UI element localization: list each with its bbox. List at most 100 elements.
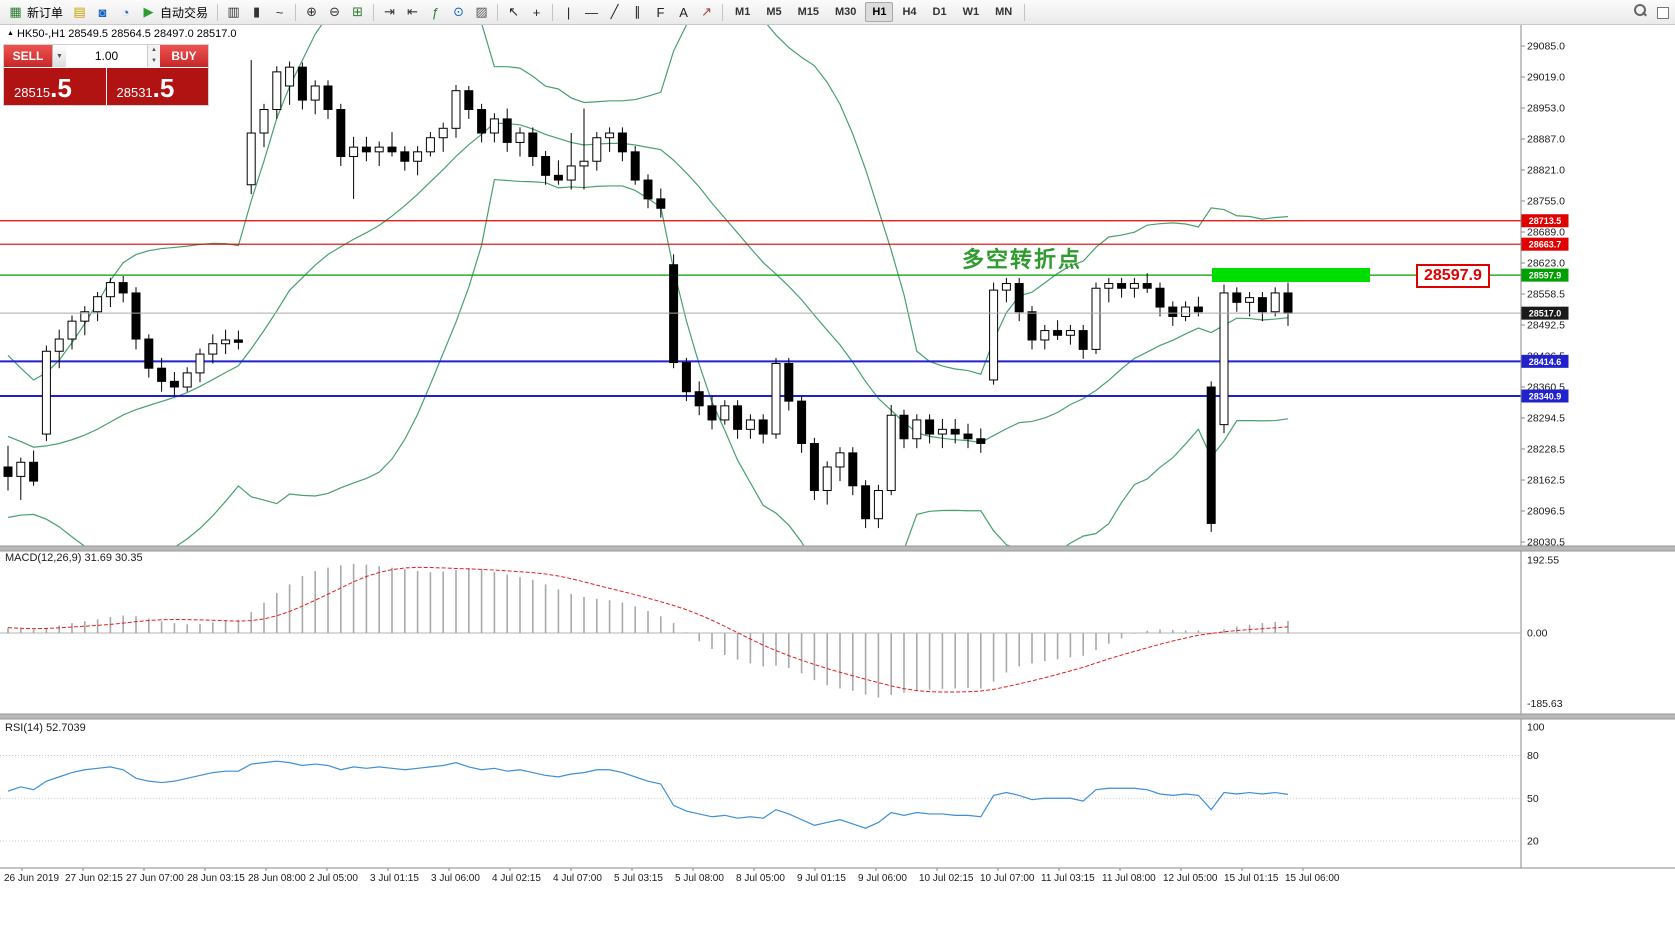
candle-7 — [93, 296, 103, 313]
buy-price-main: 28531 — [116, 85, 153, 100]
new-order-label: 新订单 — [27, 5, 64, 20]
candle-5 — [67, 320, 77, 340]
templates-icon[interactable]: ▨ — [475, 4, 488, 19]
candle-17 — [221, 339, 231, 345]
candle-8 — [105, 282, 115, 298]
chart-annotation[interactable]: 多空转折点 — [962, 247, 1083, 272]
equidistant-channel-icon[interactable]: ∥ — [634, 4, 641, 19]
buy-button[interactable]: BUY — [160, 45, 208, 67]
candle-26 — [336, 108, 346, 158]
time-axis-label: 27 Jun 02:15 — [65, 873, 123, 884]
fibonacci-icon[interactable]: F — [656, 4, 665, 20]
profile-icon[interactable]: ◙ — [98, 4, 107, 20]
time-axis-label: 3 Jul 06:00 — [431, 873, 480, 884]
highlight-rectangle[interactable] — [1212, 268, 1370, 282]
one-click-collapse-icon[interactable]: ▲ — [7, 30, 14, 37]
volume-dropdown-icon[interactable]: ▼ — [52, 45, 66, 67]
panel-splitter[interactable] — [0, 714, 1675, 719]
candle-64 — [822, 466, 832, 491]
sell-button[interactable]: SELL — [4, 45, 52, 67]
candle-79 — [1014, 283, 1024, 313]
candle-0 — [3, 466, 13, 477]
buy-price[interactable]: 28531.5 — [106, 68, 208, 105]
chart-window-icon[interactable]: ▤ — [73, 4, 86, 19]
timeframe-h4[interactable]: H4 — [902, 6, 917, 18]
rsi-line — [7, 760, 1289, 829]
candle-14 — [182, 372, 192, 388]
spinner-up-icon[interactable]: ▲ — [151, 47, 157, 53]
candle-68 — [873, 489, 883, 520]
candle-32 — [413, 151, 423, 162]
candle-34 — [438, 127, 448, 139]
macd-scale-label: 0.00 — [1527, 628, 1548, 640]
horizontal-line-icon[interactable]: — — [585, 4, 599, 20]
candle-46 — [592, 137, 602, 162]
timeframe-h1[interactable]: H1 — [865, 2, 894, 22]
timeframe-m30[interactable]: M30 — [835, 6, 857, 18]
candle-29 — [374, 146, 384, 153]
one-click-trading-panel: SELL ▼ ▲ ▼ BUY 28515.5 28531.5 — [4, 45, 208, 105]
timeframe-m5[interactable]: M5 — [766, 6, 782, 18]
timeframe-mn[interactable]: MN — [995, 6, 1013, 18]
sell-price-main: 28515 — [14, 85, 51, 100]
candle-60 — [771, 362, 781, 435]
timeframe-m1[interactable]: M1 — [735, 6, 751, 18]
candle-81 — [1040, 330, 1050, 341]
time-axis-label: 11 Jul 08:00 — [1102, 873, 1156, 884]
line-chart-icon[interactable]: ~ — [275, 4, 284, 20]
periods-icon[interactable]: ⊙ — [453, 4, 464, 19]
candle-38 — [489, 118, 499, 134]
price-tag-box — [1521, 354, 1569, 368]
toolbar-separator — [497, 3, 499, 21]
auto-scroll-icon[interactable]: ⇥ — [384, 4, 395, 19]
candle-21 — [272, 71, 282, 110]
candlestick-series — [3, 60, 1293, 532]
candle-20 — [259, 108, 269, 134]
time-axis-label: 26 Jun 2019 — [4, 873, 59, 884]
volume-spinner[interactable]: ▲ ▼ — [147, 45, 160, 67]
timeframe-m15[interactable]: M15 — [797, 6, 819, 18]
candle-50 — [643, 179, 653, 200]
time-axis-label: 5 Jul 08:00 — [675, 873, 724, 884]
zoom-in-icon[interactable]: ⊕ — [306, 4, 317, 19]
spinner-down-icon[interactable]: ▼ — [151, 58, 157, 64]
vertical-line-icon[interactable]: | — [566, 4, 571, 20]
candle-4 — [54, 338, 64, 352]
sell-price[interactable]: 28515.5 — [4, 68, 106, 105]
candle-15 — [195, 353, 205, 374]
zoom-out-icon[interactable]: ⊖ — [329, 4, 340, 19]
cursor-icon[interactable]: ↖ — [508, 4, 519, 19]
arrows-icon[interactable]: ↗ — [701, 4, 712, 19]
sell-price-pips: .5 — [50, 73, 72, 103]
history-center-icon[interactable]: ◔ — [121, 4, 130, 20]
price-axis-label: 28228.5 — [1527, 444, 1565, 456]
price-axis-label: 28162.5 — [1527, 475, 1565, 487]
price-callout[interactable]: 28597.9 — [1416, 264, 1490, 288]
panel-splitter[interactable] — [0, 546, 1675, 551]
candle-61 — [784, 362, 794, 402]
chart-shift-icon[interactable]: ⇤ — [407, 4, 418, 19]
candle-95 — [1219, 292, 1229, 426]
time-axis-label: 27 Jun 07:00 — [126, 873, 184, 884]
indicators-icon[interactable]: ƒ — [431, 4, 440, 20]
new-window-icon[interactable] — [1657, 6, 1669, 19]
tile-windows-icon[interactable]: ⊞ — [352, 4, 363, 19]
candlestick-chart-icon[interactable]: ▮ — [252, 4, 261, 19]
candle-92 — [1181, 306, 1191, 317]
new-order-icon[interactable]: ▦ — [9, 4, 22, 19]
crosshair-icon[interactable]: + — [532, 4, 541, 20]
toolbar-separator — [552, 3, 554, 21]
candle-83 — [1065, 330, 1075, 336]
autotrading-icon[interactable]: ▶ — [143, 4, 154, 19]
candle-97 — [1245, 297, 1255, 303]
text-icon[interactable]: A — [679, 4, 688, 20]
trendline-icon[interactable]: ╱ — [610, 4, 619, 19]
candle-100 — [1283, 292, 1293, 314]
candle-72 — [925, 419, 935, 435]
search-icon[interactable] — [1633, 3, 1647, 22]
volume-input[interactable] — [66, 45, 147, 67]
timeframe-d1[interactable]: D1 — [932, 6, 947, 18]
bar-chart-icon[interactable]: ▥ — [227, 4, 240, 19]
timeframe-w1[interactable]: W1 — [962, 6, 980, 18]
